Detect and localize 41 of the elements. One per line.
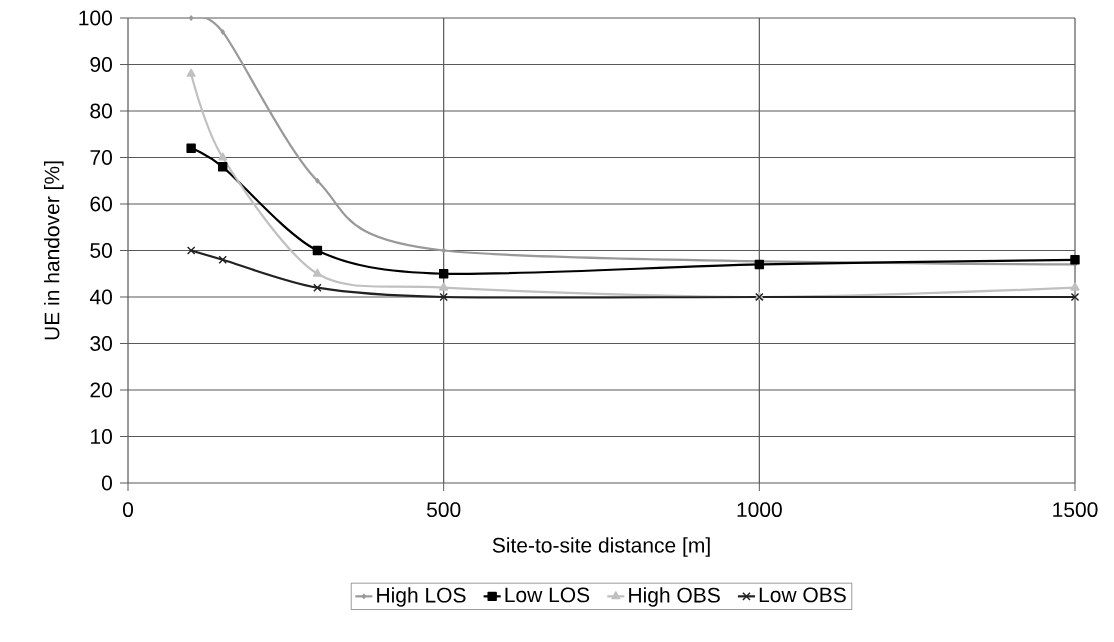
y-tick-label: 50: [90, 243, 112, 258]
point: [312, 245, 323, 256]
x-tick-label: 0: [122, 502, 134, 518]
point: [220, 29, 225, 35]
point: [441, 247, 446, 254]
point: [312, 268, 322, 277]
point: [438, 269, 449, 279]
point: [313, 283, 322, 292]
legend-label: High LOS: [377, 587, 466, 607]
y-tick-label: 40: [89, 289, 112, 305]
legend-label: Low LOS: [505, 587, 590, 603]
y-tick-label: 0: [101, 475, 112, 491]
y-tick-label: 90: [90, 57, 112, 72]
point: [315, 178, 320, 184]
point: [1070, 282, 1080, 291]
x-tick-label: 1500: [1053, 502, 1098, 518]
point: [186, 143, 196, 153]
y-tick-label: 20: [90, 382, 112, 398]
point: [439, 292, 448, 302]
point: [218, 162, 228, 172]
y-tick-label: 70: [90, 150, 112, 165]
legend-label: High OBS: [629, 587, 720, 607]
x-axis-title: Site-to-site distance [m]: [492, 537, 710, 557]
y-tick-label: 30: [90, 336, 112, 351]
point: [218, 152, 228, 161]
x-tick-label: 500: [427, 502, 461, 518]
y-tick-label: 80: [90, 103, 112, 119]
point: [218, 255, 227, 265]
point: [754, 259, 765, 270]
point: [1070, 292, 1080, 302]
point: [439, 282, 449, 291]
y-axis-title: UE in handover [%]: [44, 161, 64, 340]
point: [186, 68, 196, 77]
point: [1070, 255, 1080, 265]
point: [188, 15, 194, 21]
y-tick-label: 10: [91, 429, 112, 444]
y-tick-label: 100: [79, 10, 112, 26]
x-tick-label: 1000: [737, 502, 782, 518]
y-tick-label: 60: [90, 196, 112, 212]
point: [186, 246, 196, 255]
legend-label: Low OBS: [759, 587, 846, 603]
